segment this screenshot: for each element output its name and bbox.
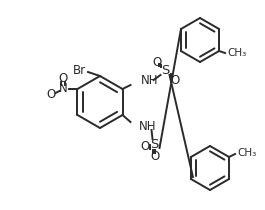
Text: O: O (140, 140, 149, 154)
Text: NH: NH (139, 121, 156, 134)
Text: O: O (59, 72, 68, 85)
Text: NH: NH (140, 75, 158, 88)
Text: CH₃: CH₃ (237, 148, 256, 158)
Text: CH₃: CH₃ (227, 48, 246, 58)
Text: O: O (170, 74, 179, 87)
Text: O: O (47, 88, 56, 101)
Text: N: N (59, 83, 68, 96)
Text: S: S (150, 139, 159, 151)
Text: O: O (152, 55, 161, 68)
Text: S: S (161, 64, 170, 77)
Text: Br: Br (73, 64, 86, 77)
Text: O: O (150, 151, 159, 164)
